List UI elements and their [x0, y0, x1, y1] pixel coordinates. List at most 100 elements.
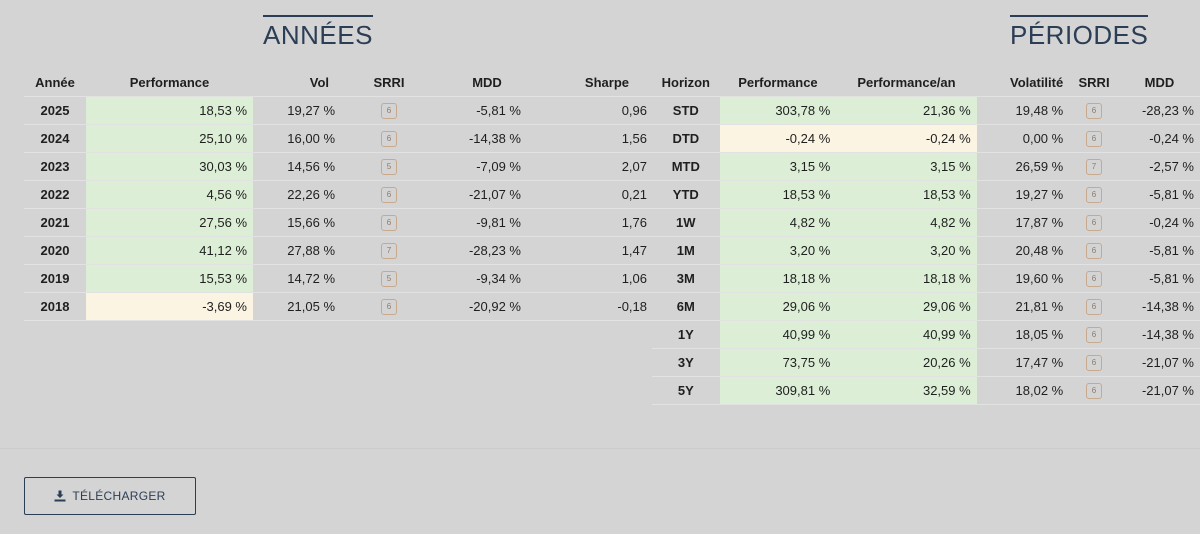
sharpe-cell: 0,96 [555, 96, 655, 125]
horizon-cell: 1Y [652, 320, 720, 349]
mdd-cell: -21,07 % [419, 180, 555, 209]
mdd-cell: -9,34 % [419, 264, 555, 293]
volatilite-cell: 19,60 % [976, 264, 1070, 293]
periodes-row: MTD 3,15 % 3,15 % 26,59 % 7 -2,57 % [652, 152, 1200, 181]
srri-badge: 6 [1086, 102, 1103, 119]
performance-cell: 30,03 % [86, 152, 253, 181]
year-cell: 2025 [24, 96, 86, 125]
srri-cell: 5 [359, 152, 419, 181]
srri-badge: 6 [381, 102, 397, 119]
annees-row: 2018 -3,69 % 21,05 % 6 -20,92 % -0,18 [24, 292, 655, 321]
srri-cell: 6 [359, 208, 419, 237]
year-cell: 2018 [24, 292, 86, 321]
download-label: TÉLÉCHARGER [72, 489, 166, 503]
volatilite-cell: 18,05 % [976, 320, 1070, 349]
annees-row: 2023 30,03 % 14,56 % 5 -7,09 % 2,07 [24, 152, 655, 181]
sharpe-cell: -0,18 [555, 292, 655, 321]
srri-badge: 6 [1086, 298, 1103, 315]
mdd-cell: -14,38 % [1118, 320, 1200, 349]
performance-cell: 25,10 % [86, 124, 253, 153]
mdd-cell: -21,07 % [1118, 376, 1200, 405]
year-cell: 2020 [24, 236, 86, 265]
vol-cell: 14,72 % [253, 264, 359, 293]
periodes-title: PÉRIODES [1010, 15, 1149, 50]
performance-an-cell: 18,53 % [836, 180, 977, 209]
annees-header-annee: Année [35, 74, 75, 90]
sharpe-cell: 1,56 [555, 124, 655, 153]
srri-cell: 6 [359, 292, 419, 321]
sharpe-cell: 1,06 [555, 264, 655, 293]
periodes-header-row: Horizon Performance Performance/an Volat… [652, 68, 1200, 97]
annees-header-row: Année Performance Vol SRRI MDD Sharpe [24, 68, 655, 97]
sharpe-cell: 2,07 [555, 152, 655, 181]
periodes-row: 1Y 40,99 % 40,99 % 18,05 % 6 -14,38 % [652, 320, 1200, 349]
periodes-header-horizon: Horizon [661, 74, 710, 90]
annees-header-performance: Performance [129, 74, 210, 90]
year-cell: 2022 [24, 180, 86, 209]
srri-badge: 6 [1086, 354, 1103, 371]
mdd-cell: -21,07 % [1118, 348, 1200, 377]
annees-body: 2025 18,53 % 19,27 % 6 -5,81 % 0,96 2024 25,10 … [24, 96, 655, 321]
periodes-row: 3Y 73,75 % 20,26 % 17,47 % 6 -21,07 % [652, 348, 1200, 377]
download-icon [54, 490, 66, 502]
sharpe-cell: 0,21 [555, 180, 655, 209]
periodes-header-performance: Performance [738, 74, 818, 90]
performance-an-cell: 4,82 % [836, 208, 977, 237]
annees-header-vol: Vol [309, 74, 329, 90]
srri-cell: 6 [1069, 180, 1119, 209]
year-cell: 2019 [24, 264, 86, 293]
srri-cell: 6 [1069, 320, 1119, 349]
periodes-row: STD 303,78 % 21,36 % 19,48 % 6 -28,23 % [652, 96, 1200, 125]
vol-cell: 27,88 % [253, 236, 359, 265]
performance-cell: 41,12 % [86, 236, 253, 265]
performance-cell: -0,24 % [719, 124, 837, 153]
srri-badge: 6 [1086, 130, 1103, 147]
annees-row: 2021 27,56 % 15,66 % 6 -9,81 % 1,76 [24, 208, 655, 237]
periodes-header-srri: SRRI [1078, 74, 1110, 90]
volatilite-cell: 17,47 % [976, 348, 1070, 377]
performance-an-cell: -0,24 % [836, 124, 977, 153]
periodes-row: 6M 29,06 % 29,06 % 21,81 % 6 -14,38 % [652, 292, 1200, 321]
srri-cell: 6 [359, 180, 419, 209]
srri-cell: 6 [1069, 208, 1119, 237]
periodes-row: 3M 18,18 % 18,18 % 19,60 % 6 -5,81 % [652, 264, 1200, 293]
srri-badge: 6 [1086, 326, 1103, 343]
performance-cell: 309,81 % [719, 376, 837, 405]
horizon-cell: STD [652, 96, 720, 125]
footer-divider [0, 448, 1200, 449]
annees-header-mdd: MDD [472, 74, 502, 90]
volatilite-cell: 19,48 % [976, 96, 1070, 125]
mdd-cell: -5,81 % [1118, 236, 1200, 265]
srri-badge: 6 [1086, 186, 1103, 203]
mdd-cell: -2,57 % [1118, 152, 1200, 181]
srri-badge: 5 [381, 270, 397, 287]
performance-cell: 18,53 % [86, 96, 253, 125]
vol-cell: 15,66 % [253, 208, 359, 237]
srri-badge: 6 [381, 298, 397, 315]
srri-badge: 6 [1086, 382, 1103, 399]
volatilite-cell: 21,81 % [976, 292, 1070, 321]
performance-an-cell: 3,20 % [836, 236, 977, 265]
periodes-row: YTD 18,53 % 18,53 % 19,27 % 6 -5,81 % [652, 180, 1200, 209]
download-button[interactable]: TÉLÉCHARGER [24, 477, 196, 515]
mdd-cell: -7,09 % [419, 152, 555, 181]
srri-cell: 6 [359, 96, 419, 125]
srri-badge: 7 [1086, 158, 1103, 175]
srri-badge: 6 [381, 186, 397, 203]
srri-badge: 6 [1086, 270, 1103, 287]
vol-cell: 21,05 % [253, 292, 359, 321]
periodes-header-mdd: MDD [1144, 74, 1175, 90]
performance-cell: -3,69 % [86, 292, 253, 321]
performance-cell: 40,99 % [719, 320, 837, 349]
performance-an-cell: 32,59 % [836, 376, 977, 405]
performance-cell: 18,18 % [719, 264, 837, 293]
horizon-cell: 5Y [652, 376, 720, 405]
annees-row: 2022 4,56 % 22,26 % 6 -21,07 % 0,21 [24, 180, 655, 209]
mdd-cell: -14,38 % [419, 124, 555, 153]
mdd-cell: -28,23 % [419, 236, 555, 265]
srri-cell: 6 [1069, 96, 1119, 125]
performance-an-cell: 29,06 % [836, 292, 977, 321]
periodes-row: 1M 3,20 % 3,20 % 20,48 % 6 -5,81 % [652, 236, 1200, 265]
annees-header-srri: SRRI [373, 74, 405, 90]
srri-cell: 5 [359, 264, 419, 293]
